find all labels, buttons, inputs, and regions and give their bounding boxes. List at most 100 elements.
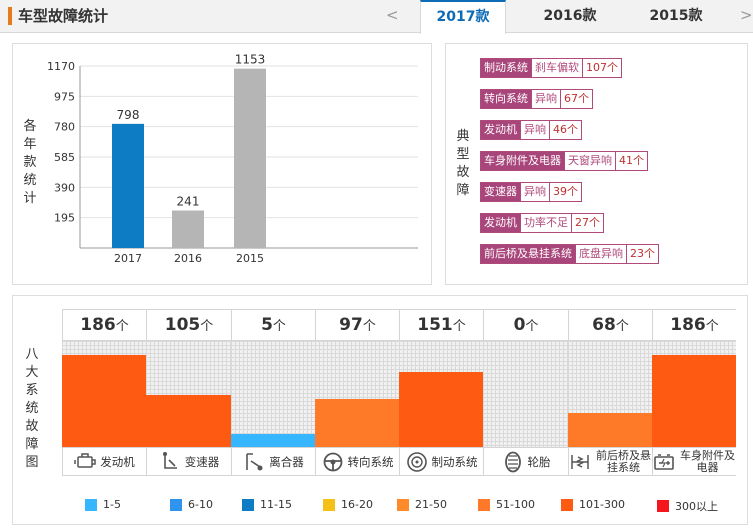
fault-system: 转向系统 [480, 89, 532, 109]
system-count-value: 68 [592, 315, 616, 335]
fault-tag[interactable]: 发动机 功率不足 27个 [480, 213, 740, 233]
system-count-unit: 个 [115, 319, 129, 334]
system-count: 97个 [315, 309, 399, 341]
fault-count: 46个 [550, 120, 582, 140]
fault-tag[interactable]: 车身附件及电器 天窗异响 41个 [480, 151, 740, 171]
system-category-label: 前后桥及悬挂系统 [596, 448, 651, 474]
car-battery-icon [654, 453, 674, 470]
system-count-unit: 个 [705, 319, 719, 334]
bar-2015 [234, 68, 266, 248]
legend-swatch [242, 498, 254, 511]
fault-phenomenon: 功率不足 [521, 213, 572, 233]
legend-item: 101-300 [561, 498, 625, 511]
system-category: 发动机 [62, 447, 146, 476]
system-count: 105个 [146, 309, 231, 341]
bar-value-label: 1153 [235, 53, 266, 67]
y-tick-label: 390 [54, 181, 75, 194]
legend-swatch [170, 498, 182, 511]
legend-item: 1-5 [85, 498, 121, 511]
system-category-label: 离合器 [269, 454, 304, 469]
fault-tag[interactable]: 制动系统 刹车偏软 107个 [480, 58, 740, 78]
fault-tag[interactable]: 发动机 异响 46个 [480, 120, 740, 140]
x-tick-label: 2017 [114, 252, 142, 265]
tab-2015[interactable]: 2015款 [649, 8, 703, 24]
page-title: 车型故障统计 [18, 7, 109, 25]
fault-count: 39个 [550, 182, 582, 202]
y-tick-label: 1170 [47, 60, 75, 73]
year-chart-panel [12, 43, 432, 285]
system-category: 制动系统 [399, 447, 483, 476]
legend-swatch [657, 500, 669, 512]
header-bar [0, 0, 753, 33]
system-bar-track [483, 341, 568, 447]
system-category-label: 变速器 [184, 454, 220, 469]
fault-tag[interactable]: 前后桥及悬挂系统 底盘异响 23个 [480, 244, 740, 264]
fault-system: 发动机 [480, 120, 521, 140]
fault-tag[interactable]: 转向系统 异响 67个 [480, 89, 740, 109]
legend-label: 21-50 [415, 498, 447, 511]
y-tick-label: 195 [54, 212, 75, 225]
y-tick-label: 780 [54, 121, 75, 134]
system-count-value: 105 [164, 315, 201, 335]
fault-system: 发动机 [480, 213, 521, 233]
system-column-6[interactable]: 0个轮胎 [483, 309, 568, 476]
system-column-2[interactable]: 105个变速器 [146, 309, 231, 476]
system-category: 转向系统 [315, 447, 399, 476]
system-column-8[interactable]: 186个 车身附件及电器 [652, 309, 736, 476]
system-category-label: 制动系统 [431, 454, 478, 469]
legend: 1-5 6-10 11-15 16-20 21-50 51-100 101-300 300以上 [85, 498, 735, 514]
legend-label: 6-10 [188, 498, 213, 511]
systems-bar-chart: 186个 发动机 105个 变速器 5个 离合器 97个 转向系统 151个 制动系统 0个 轮胎 68… [62, 309, 736, 476]
system-count-value: 5 [261, 315, 273, 335]
legend-label: 1-5 [103, 498, 121, 511]
system-count-unit: 个 [200, 319, 214, 334]
system-category-label: 轮胎 [527, 454, 551, 469]
legend-item: 51-100 [478, 498, 535, 511]
legend-item: 16-20 [323, 498, 373, 511]
system-count-value: 186 [80, 315, 116, 335]
system-bar [652, 355, 736, 447]
system-column-1[interactable]: 186个发动机 [62, 309, 146, 476]
legend-swatch [478, 498, 490, 511]
system-column-4[interactable]: 97个转向系统 [315, 309, 399, 476]
fault-tag[interactable]: 变速器 异响 39个 [480, 182, 740, 202]
bar-value-label: 241 [177, 195, 200, 209]
system-bar [62, 355, 146, 447]
x-tick-label: 2016 [174, 252, 202, 265]
bar-value-label: 798 [117, 108, 140, 122]
engine-icon [74, 452, 96, 468]
fault-count: 41个 [616, 151, 648, 171]
system-column-3[interactable]: 5个离合器 [231, 309, 315, 476]
prev-arrow-icon[interactable]: < [386, 6, 399, 24]
legend-swatch [397, 498, 409, 511]
system-category: 离合器 [231, 447, 315, 476]
next-arrow-icon[interactable]: > [740, 6, 753, 24]
system-column-5[interactable]: 151个制动系统 [399, 309, 483, 476]
bar-2017 [112, 123, 144, 248]
system-count: 5个 [231, 309, 315, 341]
system-column-7[interactable]: 68个 前后桥及悬挂系统 [568, 309, 652, 476]
system-category: 轮胎 [483, 447, 568, 476]
legend-item: 300以上 [657, 498, 718, 514]
legend-swatch [323, 498, 335, 511]
system-count-unit: 个 [452, 319, 466, 334]
system-count-value: 151 [417, 315, 453, 335]
legend-swatch [561, 498, 573, 511]
brake-disc-icon [406, 451, 427, 472]
system-count: 0个 [483, 309, 568, 341]
system-count: 151个 [399, 309, 483, 341]
fault-phenomenon: 天窗异响 [565, 151, 616, 171]
system-category-label: 发动机 [100, 454, 135, 469]
tab-2016[interactable]: 2016款 [543, 8, 597, 24]
system-category: 变速器 [146, 447, 231, 476]
system-bar [315, 399, 399, 447]
fault-count: 107个 [583, 58, 622, 78]
tab-2017[interactable]: 2017款 [420, 0, 506, 34]
year-chart-ylabel: 各年款统计 [23, 119, 37, 206]
system-count-unit: 个 [272, 319, 286, 334]
suspension-icon [571, 454, 589, 469]
gearbox-icon [162, 451, 177, 469]
clutch-icon [246, 452, 263, 470]
y-tick-label: 585 [54, 151, 75, 164]
fault-count: 23个 [627, 244, 659, 264]
